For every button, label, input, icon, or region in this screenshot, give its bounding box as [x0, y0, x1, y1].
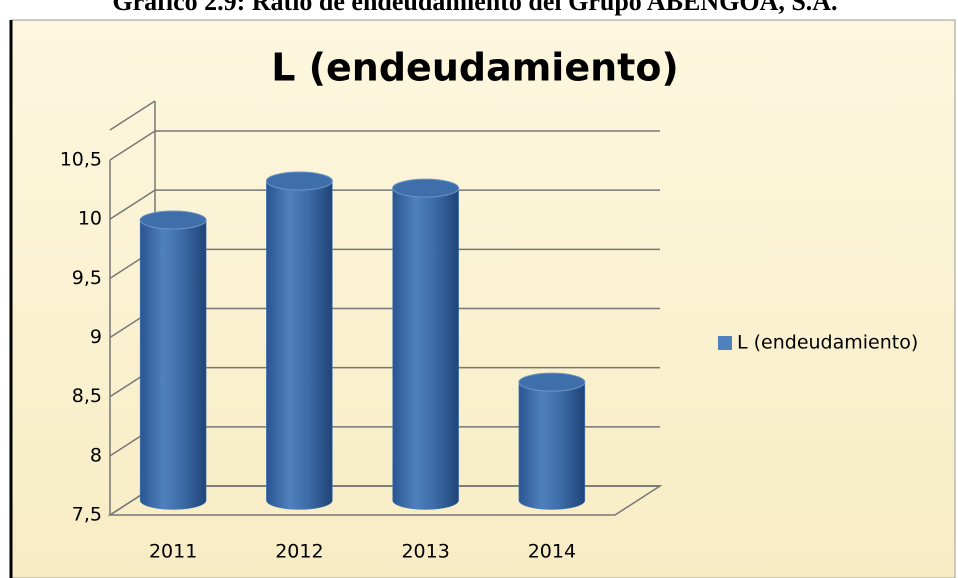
bar-top: [518, 372, 586, 392]
side-top: [109, 100, 156, 131]
y-tick-label: 9: [90, 326, 102, 348]
grid-line: [109, 130, 660, 161]
y-tick-label: 7,5: [72, 504, 102, 526]
x-tick-label: 2012: [275, 541, 323, 563]
y-tick-label: 10: [78, 208, 102, 230]
x-tick-label: 2011: [149, 541, 197, 563]
bar: [392, 188, 459, 510]
bar-top: [265, 171, 333, 191]
bar: [139, 220, 207, 510]
bar-top: [139, 210, 207, 230]
grid-line: [109, 189, 660, 220]
y-tick-label: 9,5: [72, 267, 102, 289]
y-tick-label: 10,5: [60, 149, 102, 171]
y-tick-label: 8,5: [72, 385, 102, 407]
caption: Gráfico 2.9: Ratio de endeudamiento del …: [112, 0, 837, 16]
x-tick-label: 2013: [401, 541, 449, 563]
legend-label: L (endeudamiento): [737, 332, 918, 354]
bar-top: [392, 178, 460, 198]
bar: [518, 382, 586, 510]
x-tick-label: 2014: [528, 541, 576, 563]
plot: 7,5 8 8,5 9 9,5 10 10,5 2011 2012 2013 2014 L (ende…: [60, 100, 918, 563]
y-tick-label: 8: [90, 444, 102, 466]
chart-title: L (endeudamiento): [271, 46, 679, 90]
legend-swatch: [718, 336, 732, 350]
bar: [266, 180, 333, 510]
